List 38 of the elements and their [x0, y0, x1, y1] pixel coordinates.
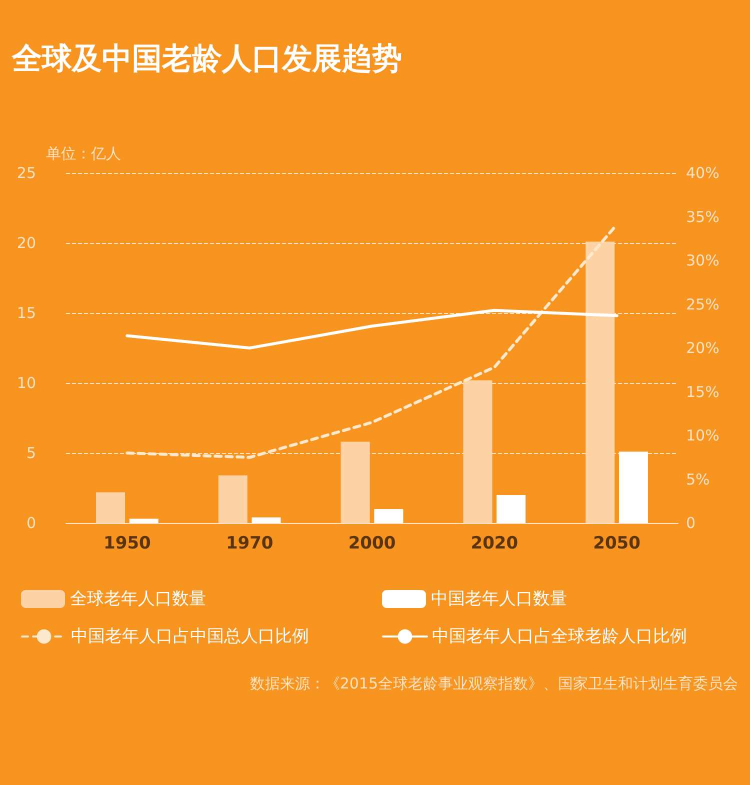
- legend-label: 中国老年人口占全球老龄人口比例: [432, 626, 687, 646]
- bar: [374, 509, 404, 523]
- y-tick-label: 20: [16, 234, 36, 252]
- bar: [340, 442, 370, 523]
- y2-tick-label: 15%: [686, 382, 720, 401]
- x-tick-label: 2000: [348, 534, 396, 554]
- bar: [618, 452, 648, 523]
- y-axis-title: 单位：亿人: [46, 144, 121, 162]
- chart-title: 全球及中国老龄人口发展趋势: [11, 42, 402, 76]
- x-tick-label: 2050: [593, 534, 641, 554]
- legend-label: 中国老年人口占中国总人口比例: [71, 626, 309, 646]
- x-tick-label: 1950: [104, 534, 152, 554]
- bar: [586, 242, 615, 523]
- y2-tick-label: 35%: [686, 208, 720, 226]
- y2-tick-label: 5%: [686, 470, 710, 488]
- y-tick-label: 25: [16, 164, 36, 182]
- x-tick-label: 2020: [470, 534, 518, 554]
- line-series: [126, 308, 618, 350]
- y2-tick-label: 25%: [686, 295, 720, 314]
- bar: [252, 517, 281, 523]
- bar: [218, 475, 248, 523]
- bar: [96, 492, 126, 523]
- source-note: 数据来源：《2015全球老龄事业观察指数》、国家卫生和计划生育委员会: [250, 674, 738, 692]
- y-tick-label: 5: [26, 444, 36, 462]
- y-tick-label: 10: [16, 374, 36, 392]
- x-tick-label: 1970: [226, 534, 274, 554]
- legend-label: 全球老年人口数量: [70, 589, 206, 609]
- y-tick-label: 15: [16, 304, 36, 322]
- y-tick-label: 0: [26, 514, 36, 532]
- y2-tick-label: 0: [686, 514, 696, 532]
- y2-tick-label: 40%: [686, 164, 720, 182]
- bar: [463, 380, 492, 523]
- y2-tick-label: 20%: [686, 339, 720, 357]
- legend-label: 中国老年人口数量: [431, 589, 567, 609]
- bar: [129, 518, 158, 523]
- y2-tick-label: 30%: [686, 252, 720, 270]
- y2-tick-label: 10%: [686, 426, 720, 444]
- bar: [496, 495, 526, 523]
